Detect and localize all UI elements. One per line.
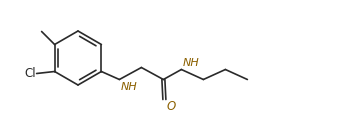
Text: NH: NH <box>182 58 199 69</box>
Text: Cl: Cl <box>24 67 36 80</box>
Text: O: O <box>166 100 176 114</box>
Text: NH: NH <box>121 81 137 91</box>
